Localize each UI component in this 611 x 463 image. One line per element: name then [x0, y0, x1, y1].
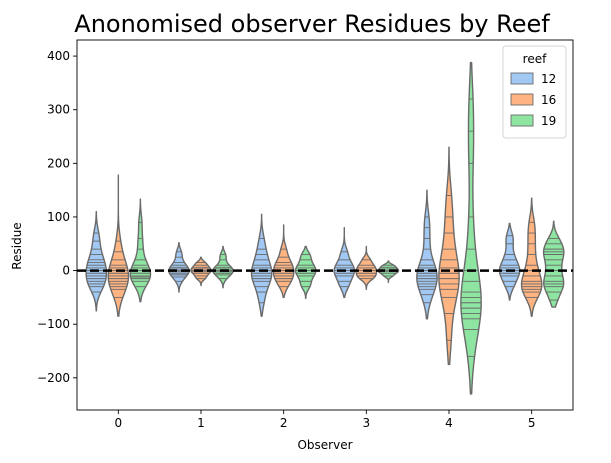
- plot-frame: [76, 39, 574, 411]
- violin-3-reef-12: [333, 226, 356, 299]
- x-tick-label: 0: [115, 416, 123, 430]
- violin-5-reef-12: [498, 222, 521, 301]
- x-tick-label: 4: [445, 416, 453, 430]
- violin-0-reef-16: [107, 174, 130, 317]
- y-tick-label: 300: [47, 103, 70, 117]
- y-tick-label: −100: [37, 317, 70, 331]
- chart-title: Anonomised observer Residues by Reef: [74, 10, 550, 38]
- x-tick-label: 1: [197, 416, 205, 430]
- legend-title: reef: [523, 52, 547, 66]
- legend-swatch-reef-16: [510, 93, 534, 106]
- violin-4-reef-16: [438, 146, 460, 366]
- x-axis: 0 1 2 3 4 5: [115, 410, 536, 430]
- legend-label-reef-12: 12: [541, 72, 556, 86]
- x-axis-label: Observer: [297, 438, 352, 452]
- violin-2-reef-16: [272, 224, 295, 299]
- legend-label-reef-19: 19: [541, 114, 556, 128]
- x-tick-label: 5: [528, 416, 536, 430]
- plot-area: [77, 61, 573, 395]
- legend-swatch-reef-19: [510, 114, 534, 127]
- violin-0-reef-12: [85, 210, 108, 312]
- y-tick-label: 100: [47, 210, 70, 224]
- y-tick-label: 200: [47, 156, 70, 170]
- legend: reef 12 16 19: [502, 45, 567, 139]
- violin-5-reef-16: [520, 197, 543, 317]
- y-tick-label: 0: [62, 264, 70, 278]
- y-tick-label: 400: [47, 49, 70, 63]
- x-tick-label: 2: [280, 416, 288, 430]
- violin-4-reef-12: [416, 189, 438, 320]
- legend-swatch-reef-12: [510, 72, 534, 85]
- legend-label-reef-16: 16: [541, 93, 556, 107]
- x-tick-label: 3: [363, 416, 371, 430]
- y-axis-label: Residue: [10, 222, 24, 269]
- violin-4-reef-19: [460, 61, 482, 395]
- y-tick-label: −200: [37, 371, 70, 385]
- violin-5-reef-19: [542, 220, 565, 308]
- y-axis: −200 −100 0 100 200 300 400: [37, 49, 77, 385]
